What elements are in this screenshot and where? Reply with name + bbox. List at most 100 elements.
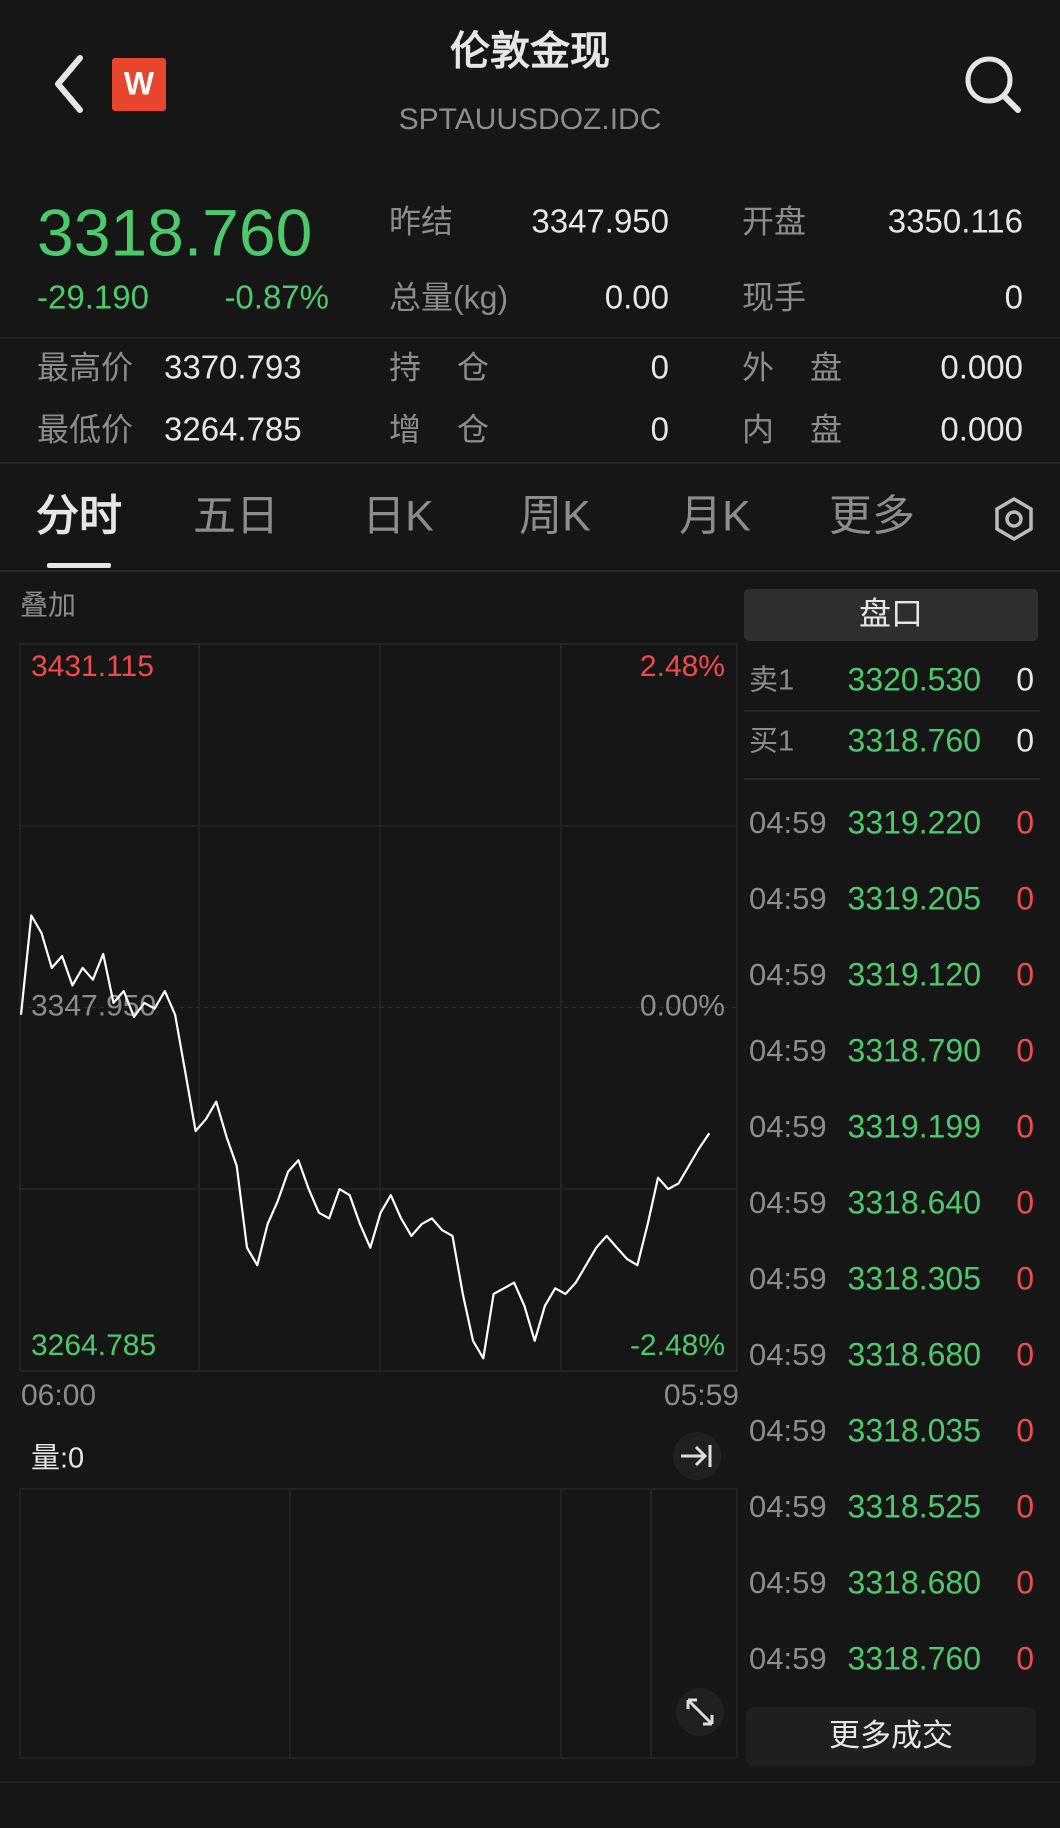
search-button[interactable] <box>965 56 1021 113</box>
price-change: -29.190 <box>37 279 149 316</box>
level-price: 3320.530 <box>848 661 981 697</box>
trade-volume: 0 <box>1016 880 1034 916</box>
last-price: 3318.760 <box>37 195 312 269</box>
trade-volume: 0 <box>1016 1184 1034 1220</box>
search-icon <box>1001 93 1021 113</box>
tab[interactable]: 月K <box>679 492 751 540</box>
settings-icon <box>995 496 1033 542</box>
y2-tick-label: -2.48% <box>630 1329 725 1362</box>
stat-label: 总量(kg) <box>389 279 508 315</box>
trade-time: 04:59 <box>749 957 827 992</box>
trade-time: 04:59 <box>749 1489 827 1524</box>
y-tick-label: 3431.115 <box>31 650 154 683</box>
trade-volume: 0 <box>1016 1032 1034 1068</box>
trade-volume: 0 <box>1016 956 1034 992</box>
stat-label: 持仓 <box>389 349 525 385</box>
stat-value: 3370.793 <box>164 349 302 386</box>
tab[interactable]: 日K <box>362 492 434 540</box>
level-side: 买1 <box>749 726 794 758</box>
trade-price: 3319.205 <box>848 880 981 916</box>
settings-button[interactable] <box>995 496 1033 542</box>
stat-value: 0.000 <box>940 411 1023 448</box>
more-trades-label: 更多成交 <box>829 1718 953 1753</box>
stat-label: 现手 <box>742 279 806 315</box>
trade-volume: 0 <box>1016 1564 1034 1600</box>
stat-value: 3347.950 <box>531 203 669 240</box>
expand-button[interactable] <box>676 1688 724 1736</box>
stat-value: 0 <box>651 349 669 386</box>
stat-label: 内盘 <box>742 411 878 447</box>
tab[interactable]: 周K <box>519 492 591 540</box>
search-icon <box>965 56 1013 104</box>
trade-volume: 0 <box>1016 1336 1034 1372</box>
trade-price: 3318.525 <box>848 1488 981 1524</box>
trade-time: 04:59 <box>749 1337 827 1372</box>
trade-volume: 0 <box>1016 1108 1034 1144</box>
order-book-title: 盘口 <box>859 595 923 631</box>
stat-value: 0 <box>651 411 669 448</box>
symbol-code: SPTAUUSDOZ.IDC <box>399 103 662 136</box>
trade-time: 04:59 <box>749 1185 827 1220</box>
price-change-pct: -0.87% <box>224 279 329 316</box>
stat-value: 3264.785 <box>164 411 302 448</box>
tab-indicator <box>47 563 111 568</box>
trade-time: 04:59 <box>749 1413 827 1448</box>
trade-time: 04:59 <box>749 1565 827 1600</box>
trade-time: 04:59 <box>749 1033 827 1068</box>
y-tick-label: 3264.785 <box>31 1329 156 1362</box>
jump-icon <box>681 1445 712 1467</box>
trade-volume: 0 <box>1016 1260 1034 1296</box>
stat-value: 0.000 <box>940 349 1023 386</box>
trade-price: 3319.120 <box>848 956 981 992</box>
trade-price: 3318.790 <box>848 1032 981 1068</box>
x-tick-label: 05:59 <box>664 1379 739 1412</box>
y2-tick-label: 0.00% <box>640 989 725 1022</box>
badge-icon <box>112 58 166 111</box>
jump-latest-button[interactable] <box>673 1432 721 1480</box>
trade-price: 3319.220 <box>848 804 981 840</box>
tab[interactable]: 五日 <box>193 492 279 540</box>
trade-volume: 0 <box>1016 1488 1034 1524</box>
trade-time: 04:59 <box>749 881 827 916</box>
y2-tick-label: 2.48% <box>640 650 725 683</box>
overlay-button[interactable]: 叠加 <box>20 589 76 620</box>
level-side: 卖1 <box>749 665 794 697</box>
volume-label: 量:0 <box>31 1443 84 1475</box>
trade-price: 3318.680 <box>848 1564 981 1600</box>
trade-volume: 0 <box>1016 804 1034 840</box>
trade-price: 3319.199 <box>848 1108 981 1144</box>
title: 伦敦金现 <box>450 29 610 74</box>
stat-label: 外盘 <box>742 349 878 385</box>
stat-label: 昨结 <box>389 203 453 239</box>
trade-time: 04:59 <box>749 1641 827 1676</box>
trade-price: 3318.760 <box>848 1640 981 1676</box>
more-trades-button[interactable] <box>746 1707 1036 1766</box>
order-book-tab[interactable] <box>744 589 1038 641</box>
trade-volume: 0 <box>1016 1640 1034 1676</box>
tab[interactable]: 分时 <box>36 492 122 540</box>
trade-price: 3318.640 <box>848 1184 981 1220</box>
x-tick-label: 06:00 <box>21 1379 96 1412</box>
settings-icon <box>1005 510 1023 528</box>
tab[interactable]: 更多 <box>829 492 915 540</box>
trade-time: 04:59 <box>749 805 827 840</box>
stat-label: 增仓 <box>389 411 525 447</box>
stat-label: 开盘 <box>742 203 806 239</box>
level-volume: 0 <box>1016 661 1034 697</box>
trade-time: 04:59 <box>749 1109 827 1144</box>
back-button[interactable] <box>55 55 83 113</box>
y-tick-label: 3347.950 <box>31 989 156 1022</box>
trade-price: 3318.035 <box>848 1412 981 1448</box>
stat-value: 3350.116 <box>888 203 1023 240</box>
stat-label: 最高价 <box>37 349 133 385</box>
trade-time: 04:59 <box>749 1261 827 1296</box>
trade-price: 3318.305 <box>848 1260 981 1296</box>
expand-icon <box>686 1698 714 1726</box>
stat-value: 0 <box>1005 279 1023 316</box>
level-price: 3318.760 <box>848 722 981 758</box>
level-volume: 0 <box>1016 722 1034 758</box>
volume-frame <box>19 1488 738 1759</box>
badge-text: W <box>124 65 155 101</box>
